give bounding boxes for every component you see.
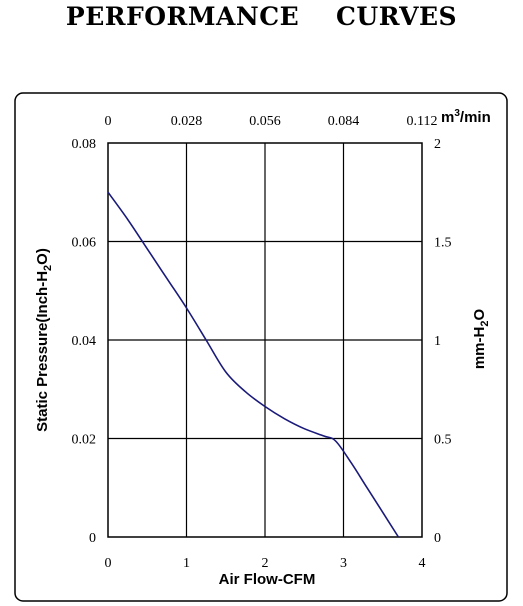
x-axis-title: Air Flow-CFM (219, 571, 316, 588)
x-tick-label: 1 (183, 556, 190, 571)
y-right-tick-label: 0.5 (434, 433, 452, 448)
y-right-tick-label: 2 (434, 137, 441, 152)
x-top-tick-label: 0.028 (171, 114, 203, 129)
x-top-tick-label: 0 (105, 114, 112, 129)
y-right-tick-label: 1 (434, 334, 441, 349)
y-left-tick-label: 0.06 (72, 236, 97, 251)
x-tick-label: 4 (419, 556, 426, 571)
x-tick-label: 2 (262, 556, 269, 571)
y-left-tick-label: 0 (89, 531, 96, 546)
y-right-tick-label: 1.5 (434, 236, 452, 251)
y-right-tick-label: 0 (434, 531, 441, 546)
y-left-tick-label: 0.02 (72, 433, 97, 448)
tick-labels: 0 1 2 3 40 0.028 0.056 0.084 0.11200.020.040.060… (72, 114, 452, 571)
plot-area (107, 142, 423, 538)
y-axis-left-title: Static Pressure(Inch-H2O) (34, 248, 54, 432)
x-top-tick-label: 0.112 (407, 114, 438, 129)
x-top-tick-label: 0.084 (328, 114, 360, 129)
performance-curve-line (107, 191, 400, 538)
x-top-tick-label: 0.056 (249, 114, 281, 129)
x-tick-label: 0 (105, 556, 112, 571)
outer-frame (14, 92, 508, 602)
x-tick-label: 3 (340, 556, 347, 571)
grid (108, 143, 422, 537)
top-axis-unit: m3/min (441, 108, 491, 126)
y-axis-right-title: mm-H2O (471, 309, 491, 370)
y-left-tick-label: 0.04 (72, 334, 97, 349)
chart-title: PERFORMANCE CURVES (65, 2, 458, 31)
y-left-tick-label: 0.08 (72, 137, 97, 152)
